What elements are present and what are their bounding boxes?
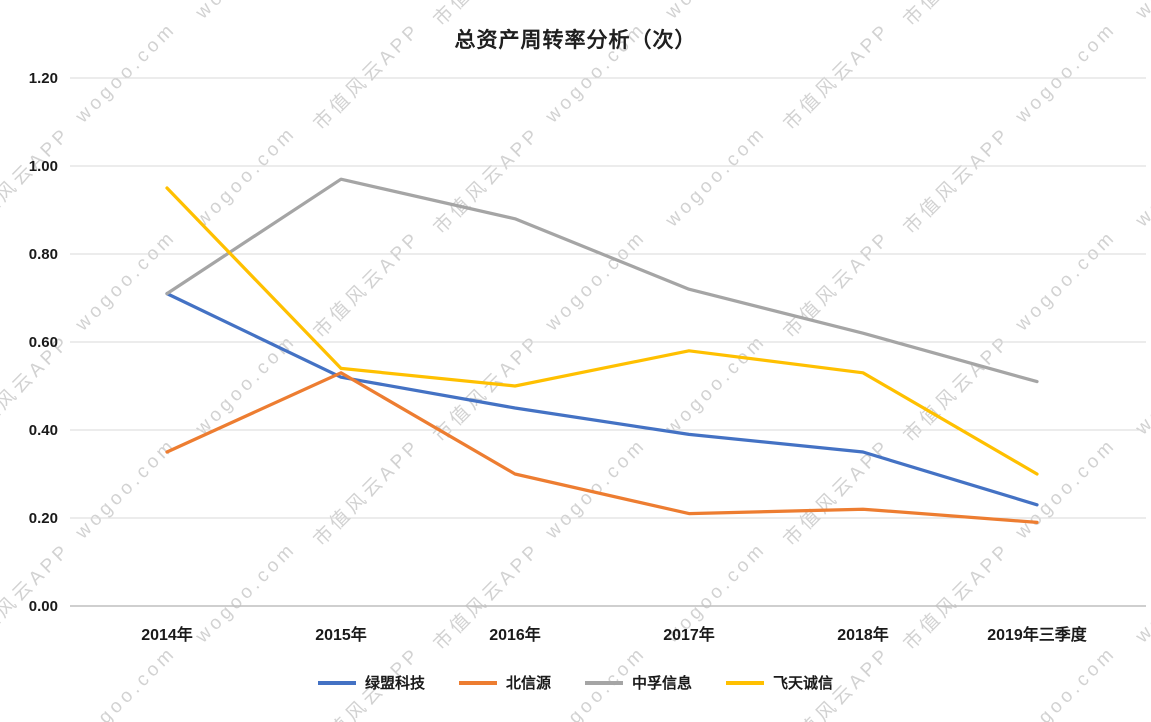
y-axis-tick-label: 0.00 (29, 598, 58, 615)
legend-label: 中孚信息 (632, 675, 693, 692)
legend-item: 飞天诚信 (726, 672, 833, 693)
x-axis-tick-label: 2019年三季度 (987, 625, 1088, 644)
x-axis-tick-label: 2017年 (663, 625, 715, 644)
x-axis-tick-label: 2015年 (315, 625, 367, 644)
series-line-2 (165, 177, 1039, 384)
chart-legend: 绿盟科技 北信源 中孚信息 飞天诚信 (0, 672, 1151, 693)
legend-label: 飞天诚信 (773, 675, 834, 692)
x-axis-tick-label: 2014年 (141, 625, 193, 644)
legend-swatch (585, 680, 623, 685)
y-axis-tick-label: 0.60 (29, 334, 58, 351)
x-axis-tick-label: 2016年 (489, 625, 541, 644)
x-axis-tick-label: 2018年 (837, 625, 889, 644)
legend-swatch (458, 680, 497, 685)
series-line-3 (165, 186, 1039, 476)
y-axis-tick-label: 1.00 (29, 158, 58, 175)
series-line-1 (165, 371, 1039, 525)
legend-item: 中孚信息 (585, 672, 692, 693)
chart-title: 总资产周转率分析（次） (454, 29, 697, 52)
y-axis-tick-label: 1.20 (29, 70, 58, 87)
plot-area: 0.00 0.20 0.40 0.60 0.80 1.00 1.20 2014年 2015年 20… (29, 70, 1146, 644)
legend-label: 绿盟科技 (364, 675, 425, 692)
series-line-0 (165, 291, 1039, 507)
y-axis-tick-label: 0.20 (29, 510, 58, 527)
legend-label: 北信源 (505, 675, 551, 692)
legend-swatch (726, 680, 765, 685)
legend-swatch (317, 680, 356, 685)
legend-item: 绿盟科技 (317, 672, 425, 693)
y-axis-tick-label: 0.80 (29, 246, 58, 263)
y-axis-tick-label: 0.40 (29, 422, 58, 439)
legend-item: 北信源 (458, 672, 551, 693)
